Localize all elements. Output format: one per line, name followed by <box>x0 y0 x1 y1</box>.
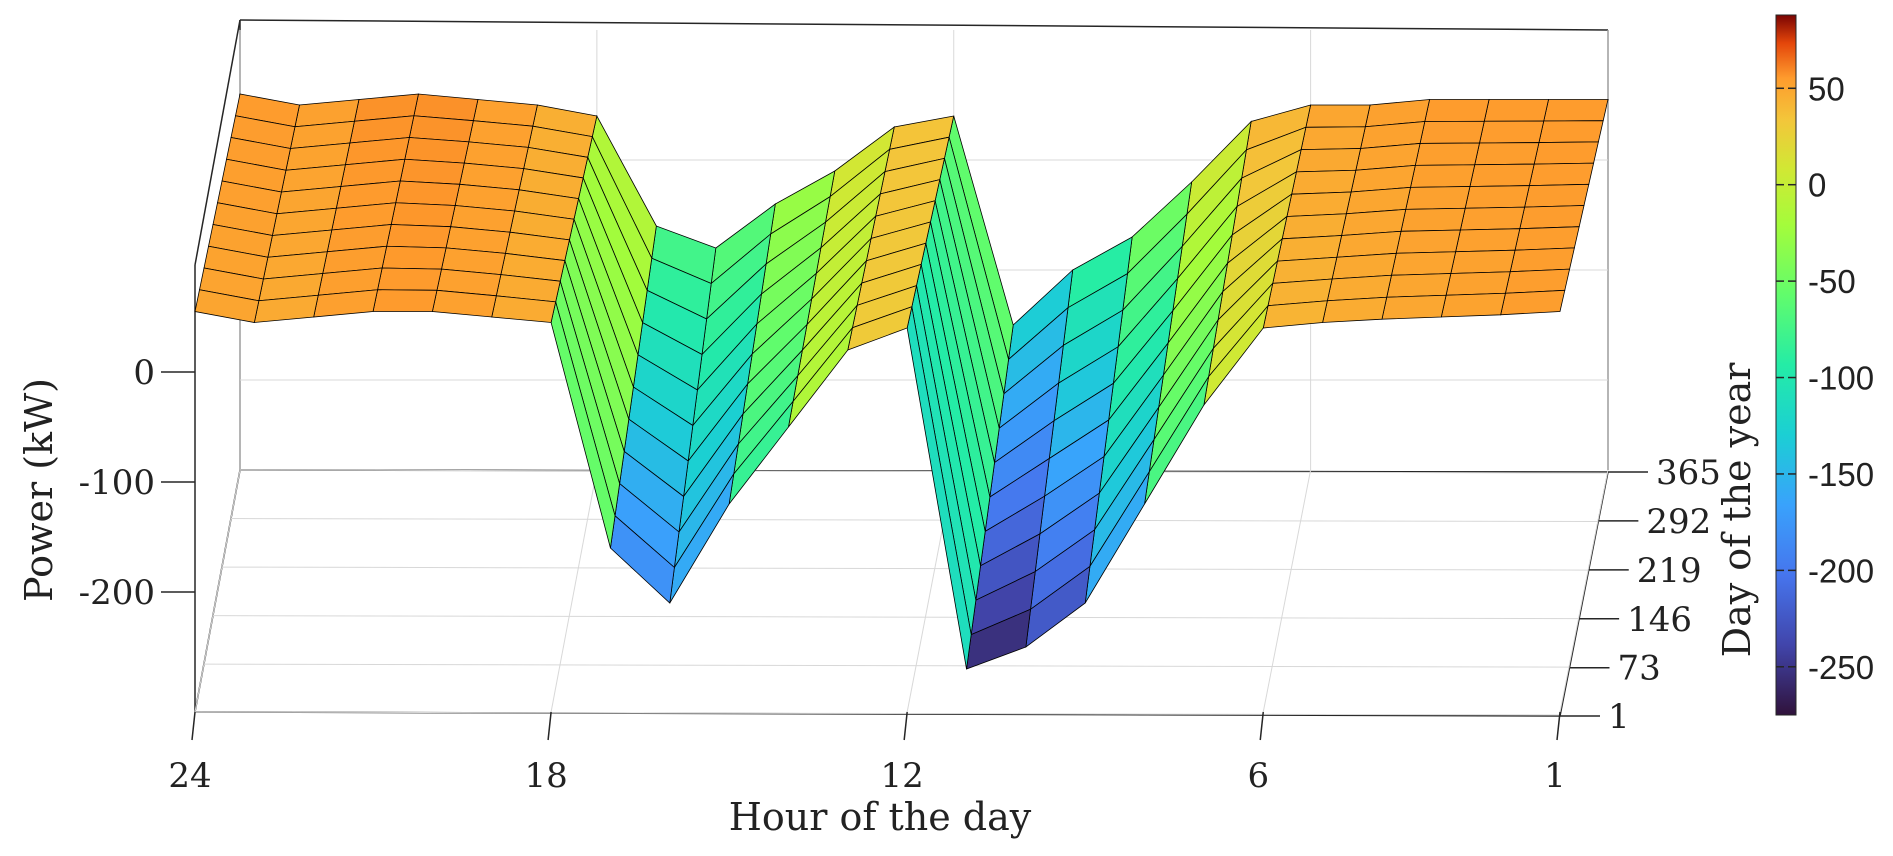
colorbar-tick-label: -250 <box>1808 649 1874 686</box>
colorbar-tick-label: 50 <box>1808 70 1845 107</box>
x-tick-label: 18 <box>524 756 567 796</box>
x-tick-mark <box>903 711 908 741</box>
surface-patch <box>1405 186 1471 210</box>
grid-line-floor-x <box>550 469 598 713</box>
surface-patch <box>386 224 452 249</box>
y-tick-label: 365 <box>1656 453 1721 493</box>
x-tick-label: 1 <box>1544 756 1566 796</box>
surface-mesh <box>194 93 1609 670</box>
colorbar-tick-label: -200 <box>1808 552 1874 589</box>
grid-line-floor-x <box>1559 469 1609 713</box>
grid-line-floor-x <box>1262 469 1312 713</box>
surface-patch <box>1326 274 1392 302</box>
grid-line-floor-y <box>239 469 1609 474</box>
grid-line-floor-y <box>212 615 1580 620</box>
surface-patch <box>1295 148 1362 173</box>
y-tick-label: 146 <box>1627 600 1692 640</box>
surface-patch <box>1474 142 1540 166</box>
surface-patch <box>1450 249 1516 274</box>
colorbar <box>1775 14 1797 716</box>
surface-patch <box>1469 163 1535 187</box>
grid-line-floor-y <box>221 566 1589 571</box>
surface-patch <box>1519 205 1585 230</box>
y-tick-label: 219 <box>1637 551 1702 591</box>
back-top-edge <box>239 19 1609 31</box>
surface-patch <box>1300 126 1366 151</box>
surface-patch <box>1281 213 1347 240</box>
x-tick-mark <box>1259 711 1265 741</box>
y-tick-label: 1 <box>1608 697 1630 737</box>
x-tick-label: 12 <box>881 756 924 796</box>
x-tick-label: 6 <box>1247 756 1269 796</box>
y-axis-label: Day of the year <box>1715 362 1759 658</box>
surface-patch <box>1440 292 1506 318</box>
surface-patch <box>1524 183 1590 208</box>
surface-patch <box>1528 162 1595 187</box>
surface-patch <box>1514 226 1580 251</box>
y-tick-label: 292 <box>1646 502 1711 542</box>
axis-ticks: 24 18 12 6 1 1 73 146 219 292 365 0 -100 -200 <box>79 353 1721 796</box>
surface-patch <box>1538 120 1604 143</box>
surface-patch <box>1509 247 1575 273</box>
z-axis-label: Power (kW) <box>17 378 61 602</box>
surface-patch <box>1464 185 1530 209</box>
z-tick-label: -100 <box>79 463 155 503</box>
surface-patch <box>381 245 447 270</box>
y-tick-label: 73 <box>1617 649 1660 689</box>
surface-patch <box>1322 296 1388 323</box>
surface-patch <box>1459 206 1526 231</box>
surface-patch <box>1414 142 1480 166</box>
surface-patch <box>1424 99 1490 122</box>
surface-patch <box>1410 164 1476 188</box>
surface-patch <box>390 202 456 228</box>
grid-line-floor-y <box>230 518 1599 523</box>
surface-patch <box>404 137 470 164</box>
x-tick-mark <box>1556 711 1561 741</box>
surface-patch <box>1543 99 1609 122</box>
colorbar-tick-label: -50 <box>1808 263 1856 300</box>
grid-line-floor-y <box>194 711 1561 716</box>
grid-line-floor-y <box>203 663 1570 668</box>
surface-patch <box>1400 207 1466 232</box>
colorbar-tick-label: -150 <box>1808 456 1874 493</box>
surface-patch <box>1381 294 1447 320</box>
surface-patch <box>399 158 465 185</box>
surface-patch <box>1419 120 1485 144</box>
surface-patch <box>1478 120 1545 144</box>
colorbar-tick-label: -100 <box>1808 360 1874 397</box>
colorbar-ticks: 50 0 -50 -100 -150 -200 -250 <box>1776 70 1874 686</box>
x-tick-label: 24 <box>168 756 211 796</box>
surface-patch <box>1533 141 1599 165</box>
surface-patch <box>1331 252 1397 280</box>
colorbar-tick-label: 0 <box>1808 167 1826 204</box>
surface-patch <box>1286 191 1352 217</box>
surface-patch <box>1445 271 1511 296</box>
surface-patch <box>1455 228 1521 253</box>
surface-patch <box>372 289 438 312</box>
x-tick-mark <box>191 711 196 741</box>
surface-patch <box>1386 273 1452 298</box>
x-tick-mark <box>547 711 552 741</box>
surface-patch <box>1500 289 1566 316</box>
z-tick-label: 0 <box>133 353 155 393</box>
surface-patch <box>194 289 260 323</box>
surface-patch <box>1395 229 1461 254</box>
surface-patch <box>1305 104 1371 128</box>
z-tick-label: -200 <box>79 573 155 613</box>
x-axis-label: Hour of the day <box>729 795 1032 839</box>
surface-patch <box>377 267 442 291</box>
grid-line-floor-x <box>194 469 241 713</box>
surface-patch <box>1483 99 1550 122</box>
surface-patch <box>1390 251 1457 276</box>
surface-patch <box>395 180 461 206</box>
surface-patch <box>1504 268 1571 294</box>
left-depth-top <box>194 19 241 266</box>
surface-patch <box>1291 169 1357 195</box>
